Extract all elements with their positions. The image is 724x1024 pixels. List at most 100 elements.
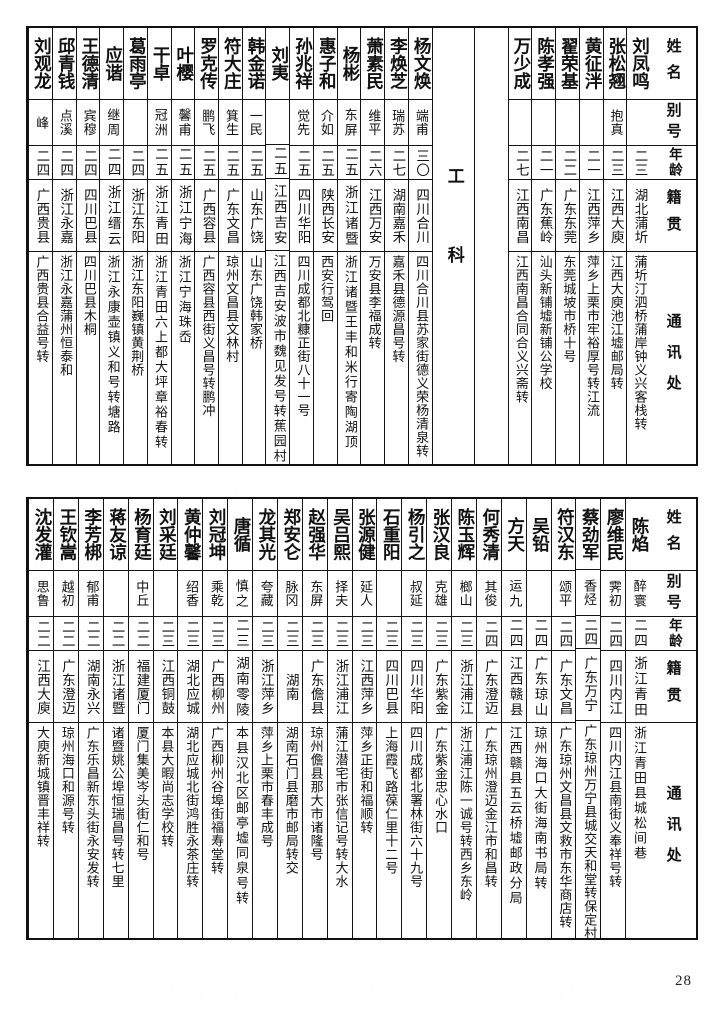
registry-entry-column[interactable]: 刘采廷 二三 江西铜鼓 本县大暇尚志学校转: [152, 499, 178, 938]
registry-entry-column[interactable]: 杨文焕 端甫 三〇 四川合川 四川合川县苏家街德义荣杨清泉转: [407, 28, 432, 464]
registry-entry-column[interactable]: 陈孝强 二一 广东蕉岭 汕头新铺墟新铺公学校: [531, 28, 556, 464]
registry-entry-column[interactable]: 王德清 宾穆 二四 四川巴县 四川巴县木桐: [75, 28, 100, 464]
registry-entry-column[interactable]: 张源健 延人 二三 江西萍乡 萍乡正街和福顺转: [351, 499, 377, 938]
entry-name-cell: 王德清: [76, 28, 100, 100]
entry-age-text: 二七: [512, 148, 529, 177]
entry-name-cell: 刘采廷: [153, 499, 178, 571]
entry-address-text: 萍乡上栗市春丰成号: [257, 726, 273, 848]
entry-address-cell: 上海霞飞路葆仁里十二号: [377, 723, 401, 938]
entry-age-text: 二四: [630, 618, 647, 649]
entry-address-text: 四川成都北糠正街八十一号: [294, 255, 310, 417]
entry-alias-text: 介如: [317, 109, 333, 136]
registry-entry-column[interactable]: 惠子和 介如 二五 陕西长安 西安行驾回: [312, 28, 337, 464]
registry-entry-column[interactable]: 韩金诺 一民 二五 山东广饶 山东广饶韩家桥: [241, 28, 266, 464]
registry-entry-column[interactable]: 杨引之 叔延 二三 四川华阳 四川成都北署林街六十九号: [401, 499, 427, 938]
registry-entry-column[interactable]: 杨育廷 中丘 二二 福建厦门 厦门集美岑头街仁和号: [127, 499, 153, 938]
entry-address-text: 大庾新城镇晋丰祥转: [33, 726, 49, 848]
entry-name-text: 何秀清: [479, 508, 500, 561]
entry-name-text: 刘冠坤: [206, 508, 227, 561]
registry-entry-column[interactable]: 万少成 二七 江西南昌 江西南昌合同合义兴斋转: [507, 28, 532, 464]
registry-entry-column[interactable]: 黄仲馨 绍香 二三 湖北应城 湖北应城北街鸿胜永茶庄转: [177, 499, 203, 938]
registry-entry-column[interactable]: 沈发灌 思鲁 二二 江西大庾 大庾新城镇晋丰祥转: [28, 499, 53, 938]
entry-name-cell: 符汉东: [551, 499, 576, 571]
registry-entry-column[interactable]: 陈焰 醉寰 二四 浙江青田 浙江青田县城松间巷: [625, 499, 650, 938]
registry-entry-column[interactable]: 廖维民 霁初 二四 四川内江 四川内江县南街义奉祥号转: [600, 499, 626, 938]
entry-alias-cell: 抱真: [603, 100, 627, 146]
registry-entry-column[interactable]: 张汉良 克雄 二三 广东紫金 广东紫金忠心水口: [426, 499, 451, 938]
entry-alias-cell: [124, 100, 147, 146]
registry-entry-column[interactable]: 蒋友谅 二二 浙江诸暨 诸暨姚公埠恒瑞昌号转七里: [102, 499, 128, 938]
registry-entry-column[interactable]: 应谐 继周 二四 浙江缙云 浙江永康壶镇义和号转塘路: [99, 28, 124, 464]
entry-origin-text: 浙江永嘉: [57, 187, 74, 244]
entry-alias-text: 点溪: [56, 109, 72, 136]
entry-age-cell: 二五: [290, 146, 313, 180]
entry-age-text: 二三: [232, 618, 249, 649]
entry-alias-cell: 颂平: [551, 571, 576, 617]
registry-entry-column[interactable]: 吴铅 二四 广东琼山 琼州海口大街海南书局转: [525, 499, 551, 938]
entry-origin-cell: 山东广饶: [242, 180, 266, 252]
entry-address-text: 琼州儋县那大市诸隆号: [307, 726, 323, 861]
entry-address-text: 本县汉北区邮亭墟同泉号转: [232, 726, 248, 906]
registry-entry-column[interactable]: 石重阳 二三 四川巴县 上海霞飞路葆仁里十二号: [376, 499, 402, 938]
entry-alias-cell: 慎之: [228, 571, 252, 617]
entry-address-text: 山东广饶韩家桥: [246, 255, 262, 350]
registry-entry-column[interactable]: 干卓 冠洲 二五 浙江青田 浙江青田六上都大坪章裕春转: [146, 28, 171, 464]
registry-entry-column[interactable]: 刘凤鸣 二三 湖北蒲圻 蒲圻汀泗桥蒲岸钟义兴客栈转: [626, 28, 650, 464]
registry-entry-column[interactable]: 葛雨亭 二四 浙江东阳 浙江东阳巍镇黄荆桥: [123, 28, 147, 464]
entry-address-text: 江西赣县五云桥墟邮政分局: [506, 726, 522, 906]
entry-age-cell: 二四: [626, 617, 650, 651]
entry-age-text: 二四: [556, 619, 573, 648]
entry-alias-text: 中丘: [133, 580, 149, 607]
registry-entry-column[interactable]: 何秀清 其俊 二四 广东澄迈 广东琼州澄迈金江市和昌转: [475, 499, 501, 938]
registry-entry-column[interactable]: 王钦嵩 越初 二二 广东澄迈 琼州海口和源号转: [53, 499, 78, 938]
registry-entry-column[interactable]: 郑安仑 脉冈 二三 湖南 湖南石门县磨市邮局转交: [276, 499, 302, 938]
registry-entry-column[interactable]: 陈玉辉 榔山 二三 浙江浦江 浙江浦江陈一诚号转西乡东岭: [451, 499, 476, 938]
registry-entry-column[interactable]: 符大庄 箕生 二五 广东文昌 琼州文昌县文林村: [217, 28, 242, 464]
entry-origin-cell: 广东琼山: [526, 651, 551, 723]
registry-entry-column[interactable]: 黄征泮 二一 江西萍乡 萍乡上栗市牢裕厚号转江流: [578, 28, 603, 464]
registry-entry-column[interactable]: 蔡劲军 香烃 二四 广东万宁 广东琼州万宁县城交天和堂转保定村: [575, 499, 601, 938]
registry-entry-column[interactable]: 孙兆祥 觉先 二五 四川华阳 四川成都北糠正街八十一号: [289, 28, 313, 464]
entry-name-text: 廖维民: [604, 508, 625, 561]
registry-entry-column[interactable]: 赵强华 东屏 二三 广东儋县 琼州儋县那大市诸隆号: [301, 499, 327, 938]
entry-age-cell: 二三: [327, 617, 352, 651]
registry-entry-column[interactable]: 罗克传 鹏飞 二五 广西容县 广西容县西街义昌号转鹏冲: [194, 28, 218, 464]
registry-entry-column[interactable]: 方天 运九 二四 江西赣县 江西赣县五云桥墟邮政分局: [500, 499, 526, 938]
registry-entry-column[interactable]: 李焕芝 瑞苏 二七 湖南嘉禾 嘉禾县德源昌号转: [384, 28, 408, 464]
registry-entry-column[interactable]: 符汉东 颂平 二四 广东文昌 广东琼州文昌县文救市东华商店转: [550, 499, 576, 938]
registry-entry-column[interactable]: 吴吕熙 择夫 二三 浙江浦江 蒲江潜宅市张信记号转大水: [326, 499, 352, 938]
entry-name-text: 赵强华: [305, 508, 326, 561]
entry-address-cell: 琼州海口和源号转: [54, 723, 78, 938]
entry-name-cell: 陈玉辉: [452, 499, 476, 571]
entry-alias-cell: 越初: [54, 571, 78, 617]
registry-entry-column[interactable]: 翟荣基 二二 广东东莞 东莞城坡市桥十号: [555, 28, 579, 464]
entry-age-text: 二四: [128, 148, 145, 177]
entry-address-cell: 琼州文昌县文林村: [219, 252, 242, 464]
page-number: 28: [675, 973, 692, 989]
registry-entry-column[interactable]: 刘观龙峰二四 广西贵县 广西贵县合益号转: [28, 28, 52, 464]
registry-entry-column[interactable]: 邱青钱 点溪 二四 浙江永嘉 浙江永嘉蒲州恒泰和: [51, 28, 76, 464]
registry-entry-column[interactable]: 龙其光 夸藏 二三 浙江萍乡 萍乡上栗市春丰成号: [252, 499, 277, 938]
registry-entry-column[interactable]: 刘冠坤 乘乾 二三 广西柳州 广西柳州谷埠街福寿堂转: [202, 499, 228, 938]
registry-entry-column[interactable]: 萧素民 维平 二六 江西万安 万安县李福成转: [360, 28, 385, 464]
registry-entry-column[interactable]: 刘夷 二五 江西吉安 江西吉安波市魏见发号转蕉园村: [265, 28, 290, 464]
entry-address-text: 湖北应城北街鸿胜永茶庄转: [183, 726, 199, 888]
registry-entry-column[interactable]: 杨彬 东屏 二五 浙江诸暨 浙江诸暨王丰和米行寄陶湖顶: [336, 28, 361, 464]
entry-address-cell: 西安行驾回: [314, 252, 337, 464]
entry-address-text: 萍乡正街和福顺转: [357, 726, 373, 834]
registry-entry-column[interactable]: 张松翘 抱真 二三 江西大庾 江西大庾池江墟邮局转: [602, 28, 627, 464]
entry-name-cell: 吴吕熙: [327, 499, 352, 571]
registry-entry-column[interactable]: 唐循 慎之 二三 湖南零陵 本县汉北区邮亭墟同泉号转: [227, 499, 252, 938]
entry-origin-cell: 浙江青田: [147, 180, 171, 252]
entry-origin-cell: 浙江东阳: [124, 180, 147, 252]
registry-entry-column[interactable]: 叶樱 馨甫 二五 浙江宁海 浙江宁海珠岙: [170, 28, 195, 464]
entry-alias-cell: 香烃: [576, 570, 601, 616]
entry-age-cell: 二三: [627, 146, 650, 180]
entry-origin-text: 广西柳州: [208, 658, 225, 715]
row-header-age: 年龄: [650, 617, 696, 651]
entry-address-text: 广东琼州澄迈金江市和昌转: [481, 726, 497, 888]
entry-name-cell: 刘观龙: [29, 28, 52, 100]
entry-age-cell: 二七: [508, 146, 532, 180]
registry-entry-column[interactable]: 李芳梆 郁甫 二二 湖南永兴 广东乐昌新东头街永安发转: [77, 499, 103, 938]
entry-address-text: 琼州海口和源号转: [58, 726, 74, 834]
